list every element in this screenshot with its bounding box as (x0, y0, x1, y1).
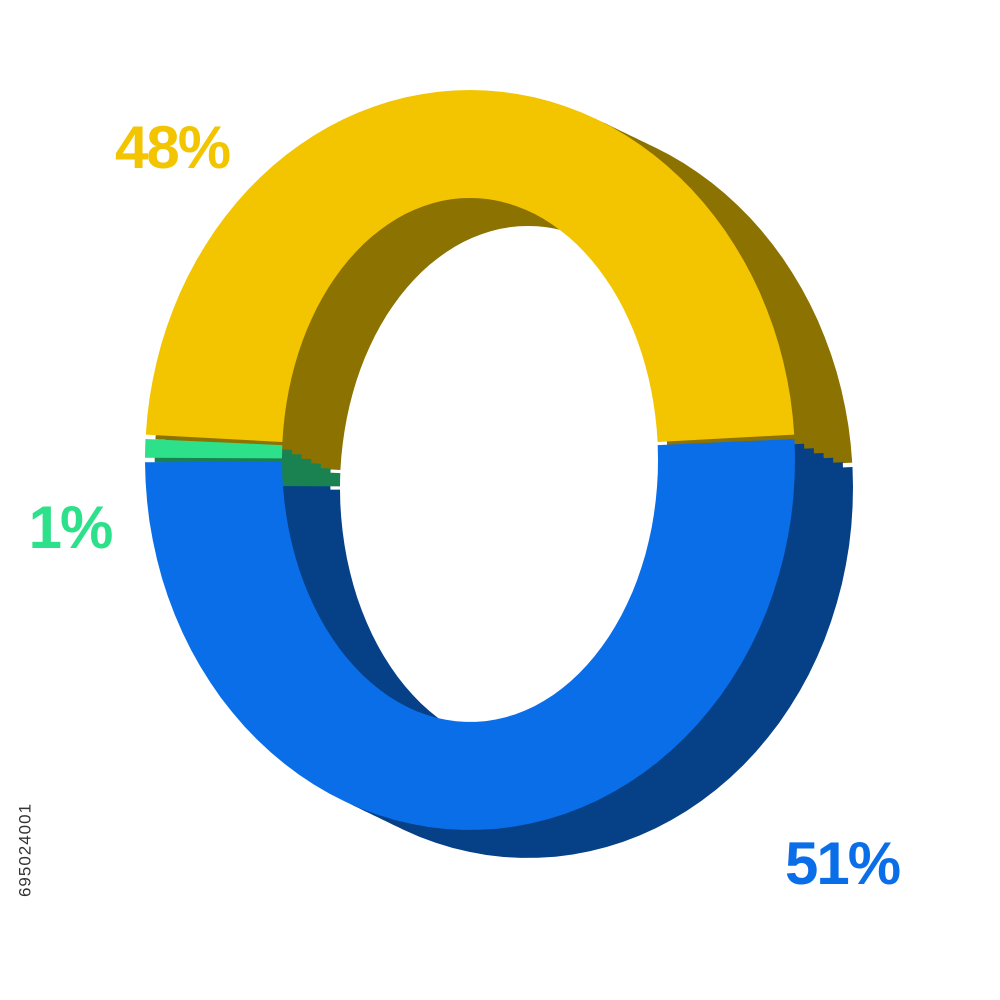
ring-front (145, 90, 795, 830)
segment (145, 439, 795, 830)
segment (145, 90, 795, 442)
value-label: 48% (115, 114, 230, 181)
stock-id: 695024001 (15, 803, 34, 897)
value-label: 51% (785, 830, 900, 897)
labels: 48% 51% 1% (29, 114, 902, 897)
value-label: 1% (29, 494, 112, 561)
segment (145, 439, 283, 459)
